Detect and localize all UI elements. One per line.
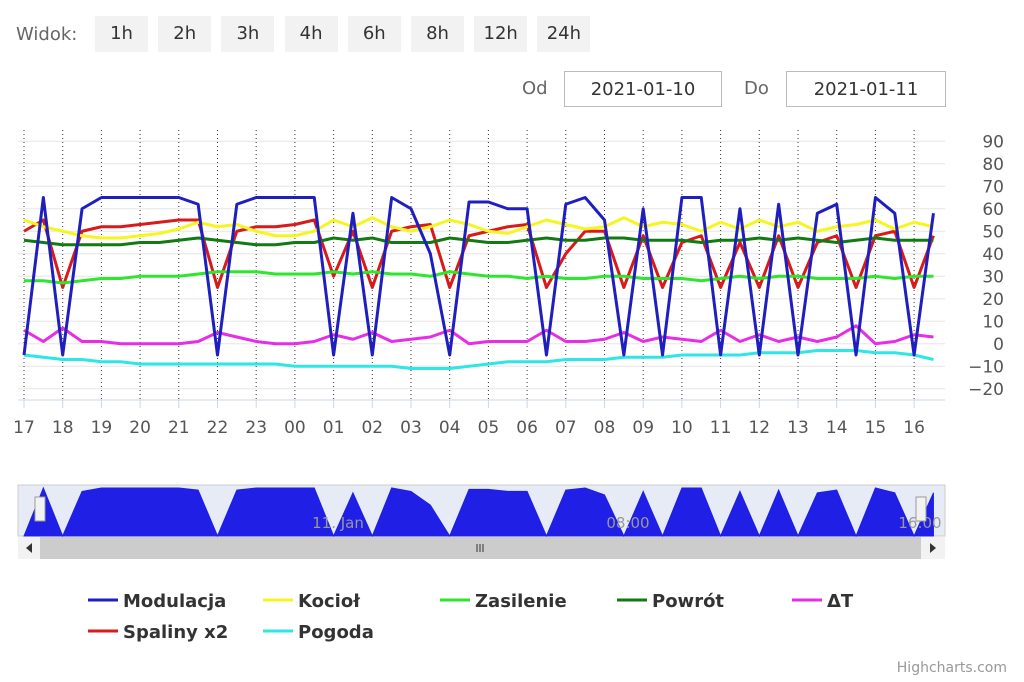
series-line (23, 218, 935, 289)
navigator-label: 08:00 (606, 514, 649, 532)
y-tick-label: 40 (982, 245, 1004, 265)
navigator-bg (17, 484, 946, 537)
x-tick-label: 13 (787, 418, 809, 438)
x-tick-label: 08 (594, 418, 616, 438)
y-tick-label: 20 (982, 290, 1004, 310)
series-line (23, 236, 934, 247)
y-tick-label: 60 (982, 200, 1004, 220)
range-button[interactable]: 3h (221, 16, 275, 52)
scroll-grip (476, 544, 484, 552)
navigator-label: 11. Jan (312, 514, 364, 532)
range-button[interactable]: 6h (347, 16, 401, 52)
x-tick-label: 10 (671, 418, 693, 438)
range-button[interactable]: 2h (158, 16, 212, 52)
navigator-label: 16:00 (898, 514, 941, 532)
y-tick-label: 70 (982, 177, 1004, 197)
x-tick-label: 19 (91, 418, 113, 438)
y-tick-label: 80 (982, 155, 1004, 175)
range-button[interactable]: 1h (95, 16, 148, 52)
x-tick-label: 17 (13, 418, 35, 438)
y-tick-label: 50 (982, 222, 1004, 242)
to-input[interactable]: 2021-01-11 (786, 71, 946, 107)
series-line (24, 270, 934, 285)
scrollbar-track (18, 537, 945, 559)
legend-label: Spaliny x2 (123, 622, 228, 643)
from-input[interactable]: 2021-01-10 (564, 71, 722, 107)
x-tick-label: 18 (52, 418, 74, 438)
series-line (23, 324, 934, 346)
legend-label: Kocioł (298, 591, 361, 612)
x-tick-label: 07 (555, 418, 577, 438)
x-tick-label: 15 (865, 418, 887, 438)
navigator-handle (34, 496, 46, 522)
legend-label: Zasilenie (475, 591, 567, 612)
x-tick-label: 01 (323, 418, 345, 438)
x-tick-label: 09 (632, 418, 654, 438)
legend-label: Pogoda (298, 622, 374, 643)
x-tick-label: 05 (478, 418, 500, 438)
view-label: Widok: (16, 24, 78, 45)
series-line (23, 216, 934, 240)
to-label: Do (744, 78, 769, 99)
credits: Highcharts.com (897, 660, 1007, 676)
x-tick-label: 04 (439, 418, 461, 438)
y-tick-label: 0 (993, 335, 1004, 355)
range-button[interactable]: 24h (537, 16, 591, 52)
y-tick-label: 30 (982, 267, 1004, 287)
x-tick-label: 11 (710, 418, 732, 438)
range-button[interactable]: 12h (474, 16, 528, 52)
y-tick-label: 90 (982, 132, 1004, 152)
series-line (22, 196, 935, 357)
x-tick-label: 23 (245, 418, 267, 438)
from-label: Od (522, 78, 548, 99)
range-button[interactable]: 8h (411, 16, 464, 52)
x-tick-label: 20 (129, 418, 151, 438)
x-tick-label: 14 (826, 418, 848, 438)
scrollbar-thumb (40, 537, 921, 559)
legend-label: Powrót (652, 591, 724, 612)
y-tick-label: −20 (968, 380, 1004, 400)
y-tick-label: 10 (982, 312, 1004, 332)
x-tick-label: 02 (361, 418, 383, 438)
y-tick-label: −10 (968, 357, 1004, 377)
scroll-right (930, 543, 936, 553)
x-tick-label: 03 (400, 418, 422, 438)
x-tick-label: 22 (207, 418, 229, 438)
legend-label: ΔT (827, 591, 854, 612)
navigator-area (23, 486, 934, 538)
navigator-handle (915, 496, 927, 522)
x-tick-label: 16 (903, 418, 925, 438)
range-button[interactable]: 4h (284, 16, 338, 52)
x-tick-label: 12 (748, 418, 770, 438)
series-line (23, 349, 934, 370)
x-tick-label: 06 (516, 418, 538, 438)
x-tick-label: 21 (168, 418, 190, 438)
x-tick-label: 00 (284, 418, 306, 438)
legend-label: Modulacja (123, 591, 226, 612)
scroll-left (26, 543, 32, 553)
